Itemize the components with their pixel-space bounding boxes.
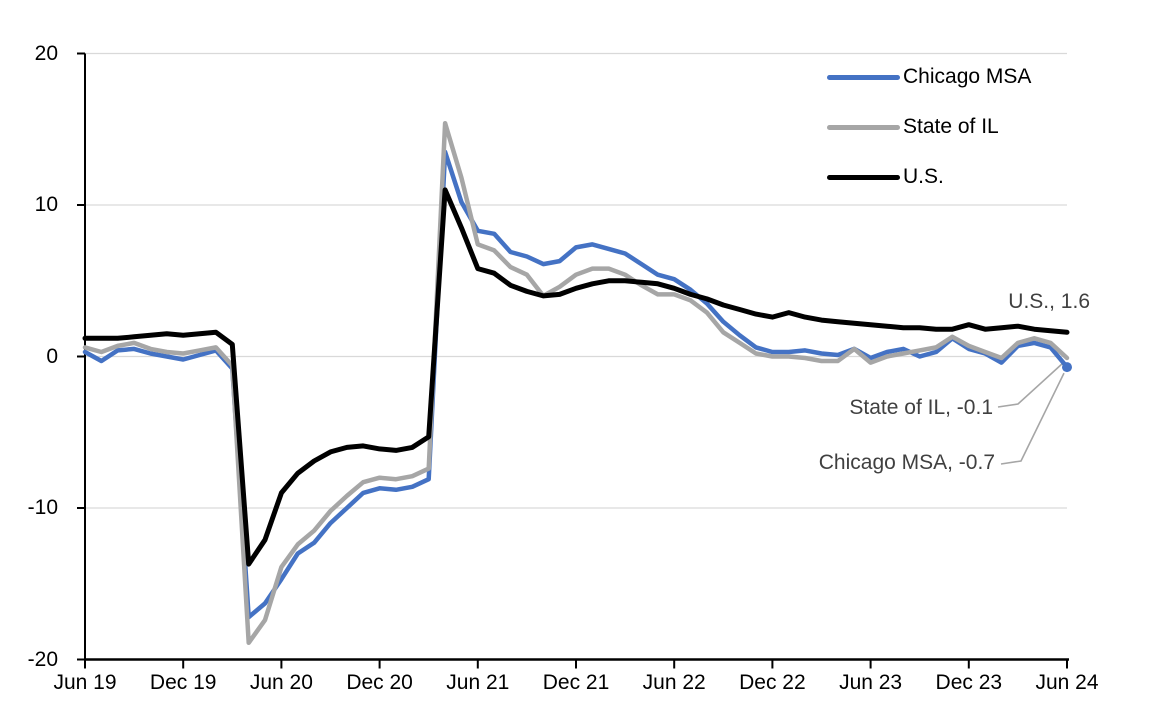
chicago-msa-line-swatch-icon: [827, 74, 900, 80]
x-tick-label: Jun 19: [53, 671, 117, 694]
x-tick-label: Dec 22: [739, 671, 806, 694]
series-end-dot: [1062, 362, 1072, 373]
x-tick-label: Dec 20: [346, 671, 413, 694]
x-tick-label: Jun 22: [642, 671, 706, 694]
annotation-us-endpoint: U.S., 1.6: [1008, 290, 1090, 313]
state-of-il-line-swatch-icon: [827, 124, 900, 130]
x-tick-label: Dec 23: [935, 671, 1003, 694]
y-tick-label: -10: [27, 496, 58, 519]
legend-item-state-of-il: State of IL: [827, 102, 1031, 152]
x-tick-label: Jun 24: [1035, 671, 1099, 694]
legend-item-us: U.S.: [827, 152, 1031, 202]
x-tick-label: Jun 21: [446, 671, 510, 694]
leader-line-chicago-msa: [1000, 372, 1065, 465]
legend: Chicago MSA State of IL U.S.: [827, 52, 1031, 202]
y-axis-labels: 20 10 0 -10 -20: [0, 0, 72, 715]
us-line-swatch-icon: [827, 174, 900, 180]
legend-label-us: U.S.: [903, 165, 944, 188]
y-tick-label: 0: [46, 344, 58, 368]
leader-line-state-of-il: [997, 362, 1064, 408]
series-line-u-s-: [82, 187, 1070, 567]
x-tick-label: Jun 23: [839, 671, 903, 694]
x-tick-label: Jun 20: [249, 671, 313, 694]
y-tick-label: 10: [34, 193, 58, 216]
series-line-state-of-il: [82, 120, 1070, 646]
y-tick-label: 20: [34, 41, 58, 65]
x-axis-labels: Jun 19 Dec 19 Jun 20 Dec 20 Jun 21 Dec 21 Jun …: [0, 671, 1152, 701]
legend-label-chicago-msa: Chicago MSA: [903, 65, 1032, 88]
y-tick-label: -20: [27, 647, 58, 671]
annotation-chicago-msa-endpoint: Chicago MSA, -0.7: [818, 451, 995, 474]
legend-label-state-of-il: State of IL: [903, 115, 999, 138]
legend-item-chicago-msa: Chicago MSA: [827, 52, 1031, 102]
x-tick-label: Dec 19: [149, 671, 217, 694]
x-tick-label: Dec 21: [542, 671, 610, 694]
annotation-state-of-il-endpoint: State of IL, -0.1: [849, 396, 993, 419]
